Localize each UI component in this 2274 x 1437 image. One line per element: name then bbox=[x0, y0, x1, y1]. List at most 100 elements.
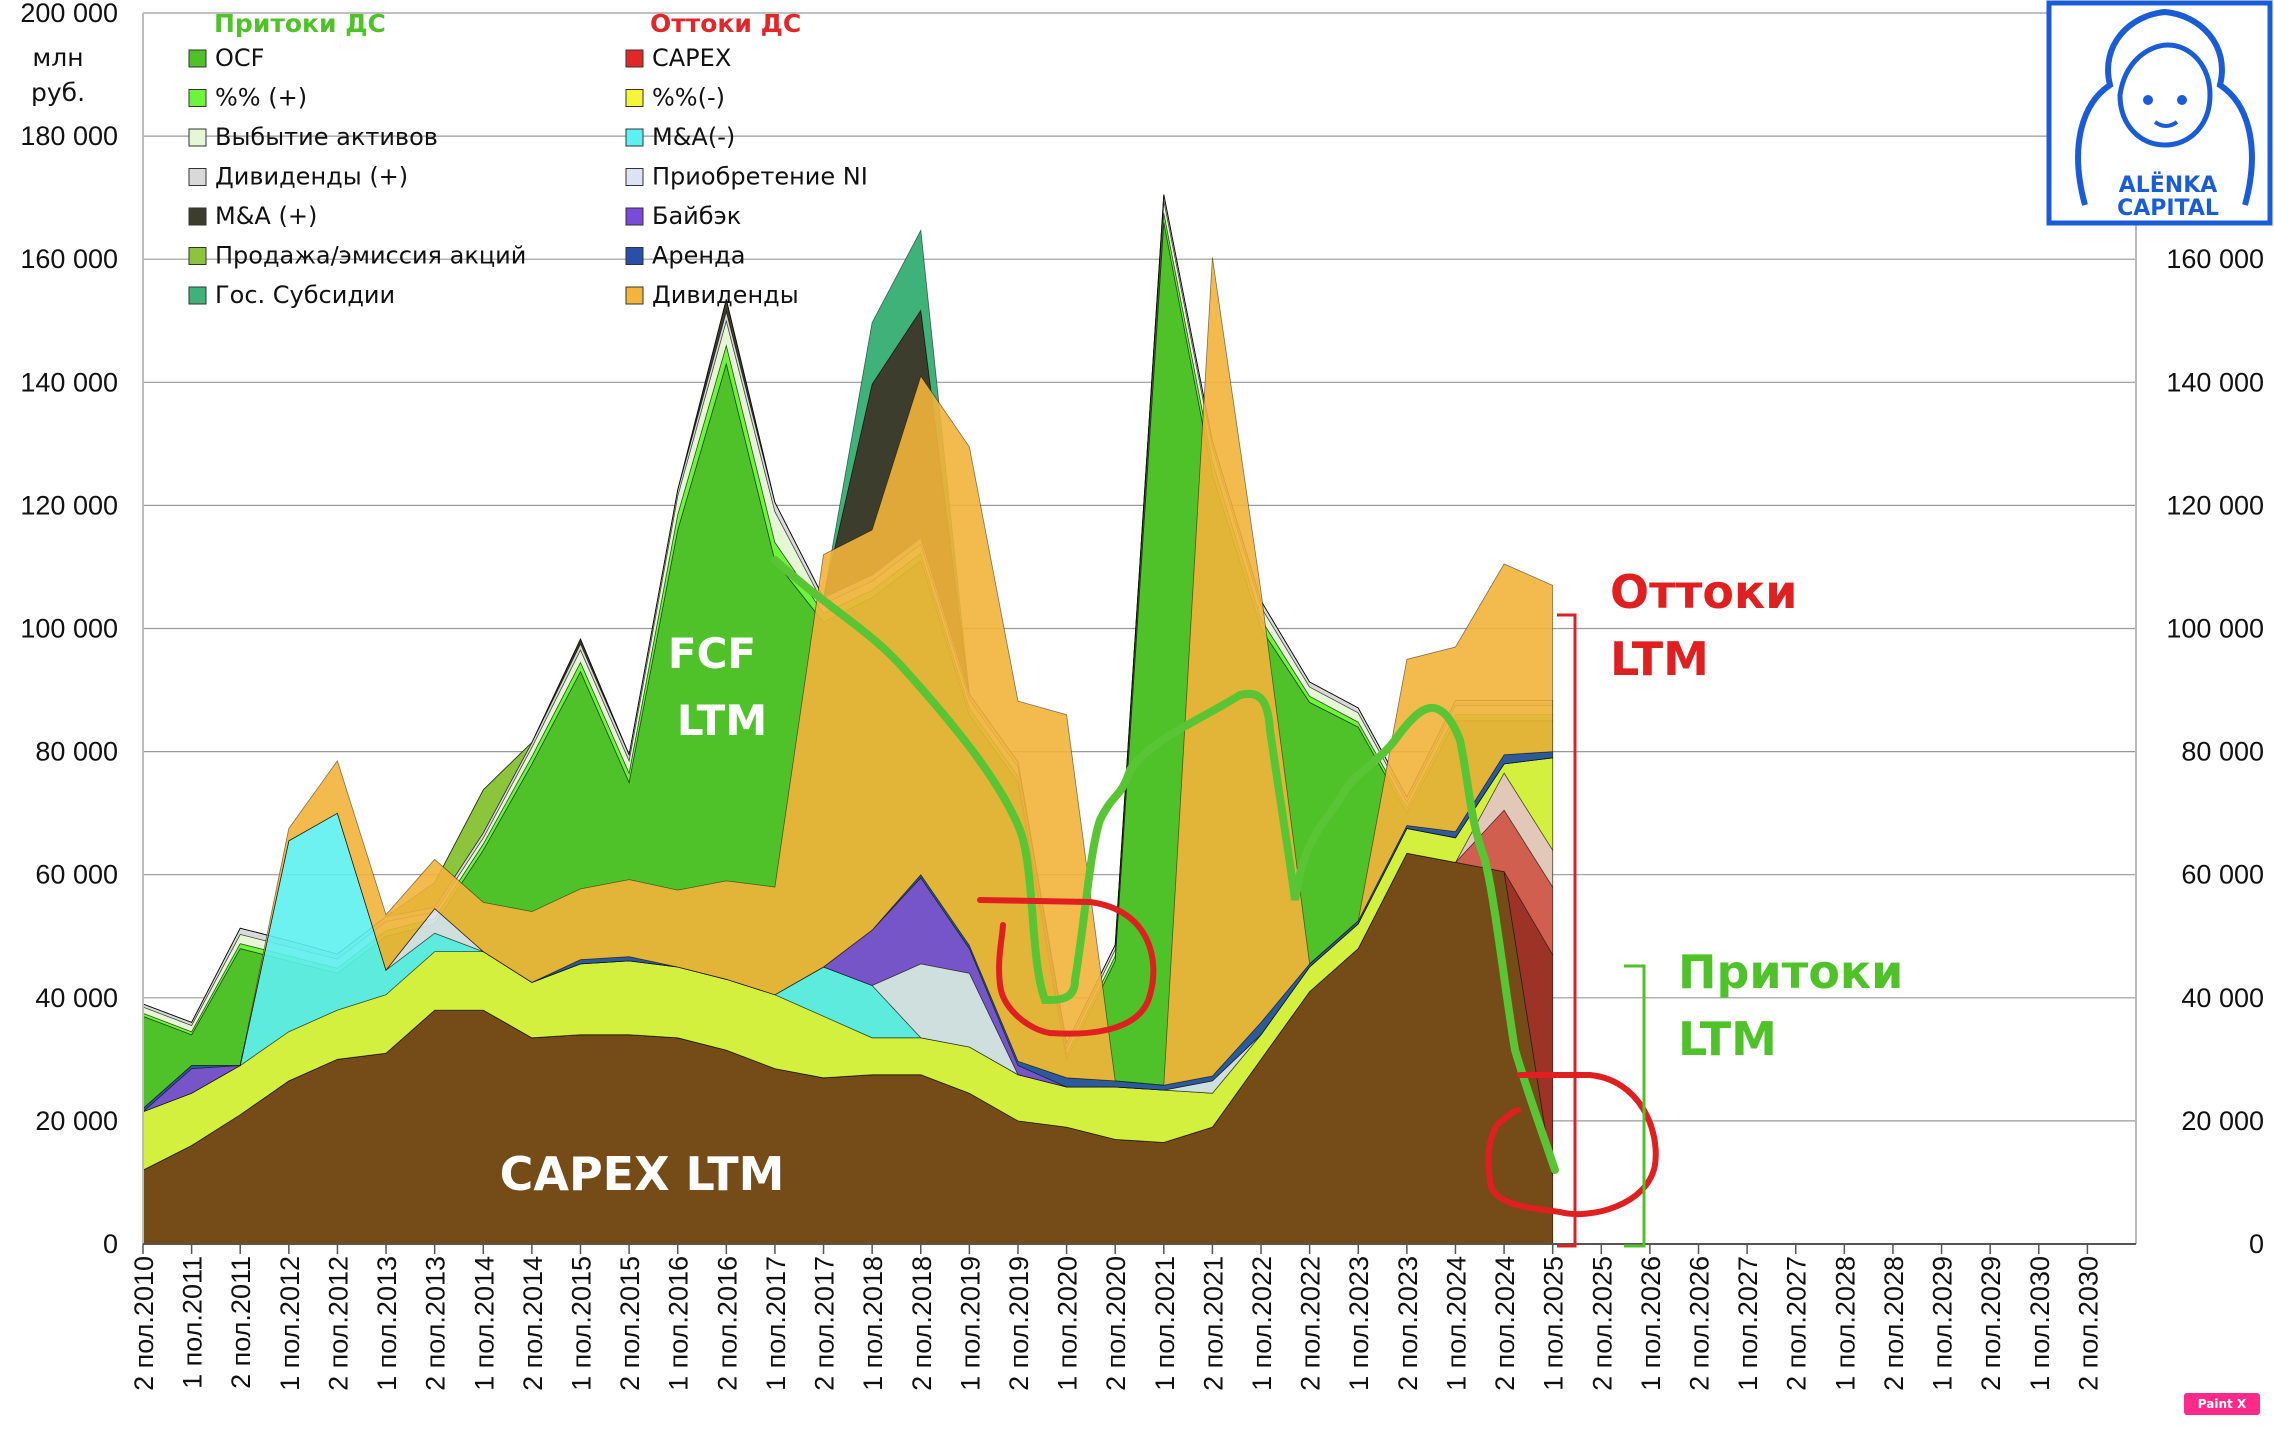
x-tick-label: 1 пол.2015 bbox=[566, 1256, 596, 1391]
logo-text-1: ALËNKA bbox=[2119, 172, 2218, 198]
x-tick-label: 2 пол.2017 bbox=[810, 1256, 840, 1391]
x-tick-label: 2 пол.2028 bbox=[1879, 1256, 1909, 1391]
legend-swatch bbox=[625, 168, 644, 186]
legend-swatch bbox=[188, 207, 207, 226]
x-tick-label: 1 пол.2011 bbox=[178, 1256, 208, 1389]
logo-text-2: CAPITAL bbox=[2117, 196, 2219, 221]
x-tick-label: 2 пол.2019 bbox=[1004, 1256, 1034, 1391]
legend-inflows: OCF %% (+) Выбытие активов Дивиденды (+) M&A… bbox=[188, 44, 526, 309]
inflows-label: Притоки bbox=[1678, 945, 1903, 999]
y-tick-left: 160 000 bbox=[20, 244, 118, 274]
x-tick-label: 2 пол.2012 bbox=[323, 1256, 353, 1391]
x-tick-label: 1 пол.2012 bbox=[275, 1256, 305, 1391]
outflow-areas bbox=[142, 257, 1554, 1245]
red-circle-2020 bbox=[977, 897, 1157, 1037]
legend-label: Аренда bbox=[652, 242, 745, 270]
y-tick-left: 200 000 bbox=[20, 0, 118, 28]
x-tick-label: 2 пол.2024 bbox=[1490, 1256, 1520, 1391]
x-tick-label: 2 пол.2020 bbox=[1101, 1256, 1131, 1391]
x-tick-label: 1 пол.2017 bbox=[761, 1256, 791, 1391]
y-tick-right: 140 000 bbox=[2166, 367, 2264, 397]
legend-label: Продажа/эмиссия акций bbox=[215, 242, 526, 270]
x-tick-label: 1 пол.2014 bbox=[469, 1256, 499, 1391]
legend-swatch bbox=[188, 49, 207, 68]
inflows-ltm-label: LTM bbox=[1678, 1012, 1777, 1066]
x-tick-label: 2 пол.2010 bbox=[129, 1256, 159, 1391]
x-tick-label: 1 пол.2028 bbox=[1830, 1256, 1860, 1391]
x-tick-label: 1 пол.2016 bbox=[664, 1256, 694, 1391]
legend-swatch bbox=[188, 168, 207, 186]
x-tick-label: 2 пол.2015 bbox=[615, 1256, 645, 1391]
legend-swatch bbox=[625, 89, 644, 107]
legend-label: Выбытие активов bbox=[215, 123, 438, 151]
legend-swatch bbox=[188, 286, 207, 305]
legend-swatch bbox=[625, 247, 644, 265]
y-tick-left: 180 000 bbox=[20, 121, 118, 151]
x-tick-label: 1 пол.2025 bbox=[1539, 1256, 1569, 1391]
capex-ltm-label: CAPEX LTM bbox=[500, 1147, 785, 1201]
x-tick-label: 2 пол.2023 bbox=[1393, 1256, 1423, 1391]
x-tick-label: 2 пол.2026 bbox=[1685, 1256, 1715, 1391]
legend-inflows-title: Притоки ДС bbox=[214, 9, 386, 38]
legend-label: Дивиденды (+) bbox=[215, 163, 408, 191]
legend-label: M&A(-) bbox=[652, 123, 735, 151]
x-tick-label: 1 пол.2026 bbox=[1636, 1256, 1666, 1391]
x-tick-label: 1 пол.2018 bbox=[858, 1256, 888, 1391]
y-ticks-right: 160 000 140 000 120 000 100 000 80 000 60 000… bbox=[2166, 244, 2264, 1259]
legend-swatch bbox=[625, 207, 644, 226]
x-tick-label: 2 пол.2022 bbox=[1296, 1256, 1326, 1391]
unit-label-2: руб. bbox=[31, 78, 85, 107]
legend-label: Гос. Субсидии bbox=[215, 281, 395, 309]
fcf-label: FCF bbox=[668, 629, 756, 678]
y-tick-right: 60 000 bbox=[2181, 860, 2264, 890]
x-ticks: 2 пол.2010 1 пол.2011 2 пол.2011 1 пол.2012… bbox=[129, 1244, 2103, 1391]
inflows-bracket bbox=[1624, 964, 1646, 1248]
legend-label: Приобретение NI bbox=[652, 163, 868, 191]
outflows-label: Оттоки bbox=[1610, 565, 1797, 619]
y-tick-right: 120 000 bbox=[2166, 490, 2264, 520]
outflows-bracket bbox=[1557, 613, 1577, 1248]
x-tick-label: 2 пол.2014 bbox=[518, 1256, 548, 1391]
y-tick-right: 20 000 bbox=[2181, 1106, 2264, 1136]
legend: Притоки ДС Оттоки ДС OCF %% (+) Выбытие ак… bbox=[188, 9, 868, 309]
x-tick-label: 1 пол.2013 bbox=[372, 1256, 402, 1391]
x-tick-label: 1 пол.2023 bbox=[1344, 1256, 1374, 1391]
legend-swatch bbox=[188, 128, 207, 147]
x-tick-label: 2 пол.2011 bbox=[226, 1256, 256, 1389]
x-tick-label: 2 пол.2027 bbox=[1782, 1256, 1812, 1391]
y-tick-left: 120 000 bbox=[20, 490, 118, 520]
x-tick-label: 2 пол.2030 bbox=[2073, 1256, 2103, 1391]
in-area-гос-субсидии bbox=[142, 194, 1553, 1045]
x-tick-label: 1 пол.2020 bbox=[1053, 1256, 1083, 1391]
y-ticks-left: 200 000 180 000 160 000 140 000 120 000 100 0… bbox=[20, 0, 118, 1259]
y-tick-left: 40 000 bbox=[35, 983, 118, 1013]
legend-label: CAPEX bbox=[652, 44, 731, 72]
x-tick-label: 1 пол.2024 bbox=[1441, 1256, 1471, 1391]
y-tick-right: 0 bbox=[2249, 1229, 2264, 1259]
y-tick-right: 160 000 bbox=[2166, 244, 2264, 274]
x-tick-label: 1 пол.2029 bbox=[1928, 1256, 1958, 1391]
legend-label: %% (+) bbox=[215, 84, 307, 112]
legend-swatch bbox=[188, 89, 207, 107]
legend-label: Дивиденды bbox=[652, 281, 799, 309]
legend-label: M&A (+) bbox=[215, 202, 317, 230]
legend-label: %%(-) bbox=[652, 84, 725, 112]
x-tick-label: 2 пол.2013 bbox=[421, 1256, 451, 1391]
legend-outflows: CAPEX %%(-) M&A(-) Приобретение NI Байбэк Аре… bbox=[625, 44, 868, 309]
y-tick-left: 140 000 bbox=[20, 367, 118, 397]
x-tick-label: 2 пол.2029 bbox=[1976, 1256, 2006, 1391]
x-tick-label: 1 пол.2021 bbox=[1150, 1256, 1180, 1391]
y-tick-left: 0 bbox=[103, 1229, 118, 1259]
legend-swatch bbox=[188, 247, 207, 265]
y-tick-left: 60 000 bbox=[35, 860, 118, 890]
x-tick-label: 2 пол.2025 bbox=[1587, 1256, 1617, 1391]
x-tick-label: 2 пол.2021 bbox=[1198, 1256, 1228, 1391]
x-tick-label: 1 пол.2019 bbox=[955, 1256, 985, 1391]
y-tick-right: 40 000 bbox=[2181, 983, 2264, 1013]
x-tick-label: 1 пол.2027 bbox=[1733, 1256, 1763, 1391]
outflows-ltm-label: LTM bbox=[1610, 632, 1709, 686]
legend-label: Байбэк bbox=[652, 202, 741, 230]
x-tick-label: 1 пол.2030 bbox=[2025, 1256, 2055, 1391]
x-tick-label: 1 пол.2022 bbox=[1247, 1256, 1277, 1391]
